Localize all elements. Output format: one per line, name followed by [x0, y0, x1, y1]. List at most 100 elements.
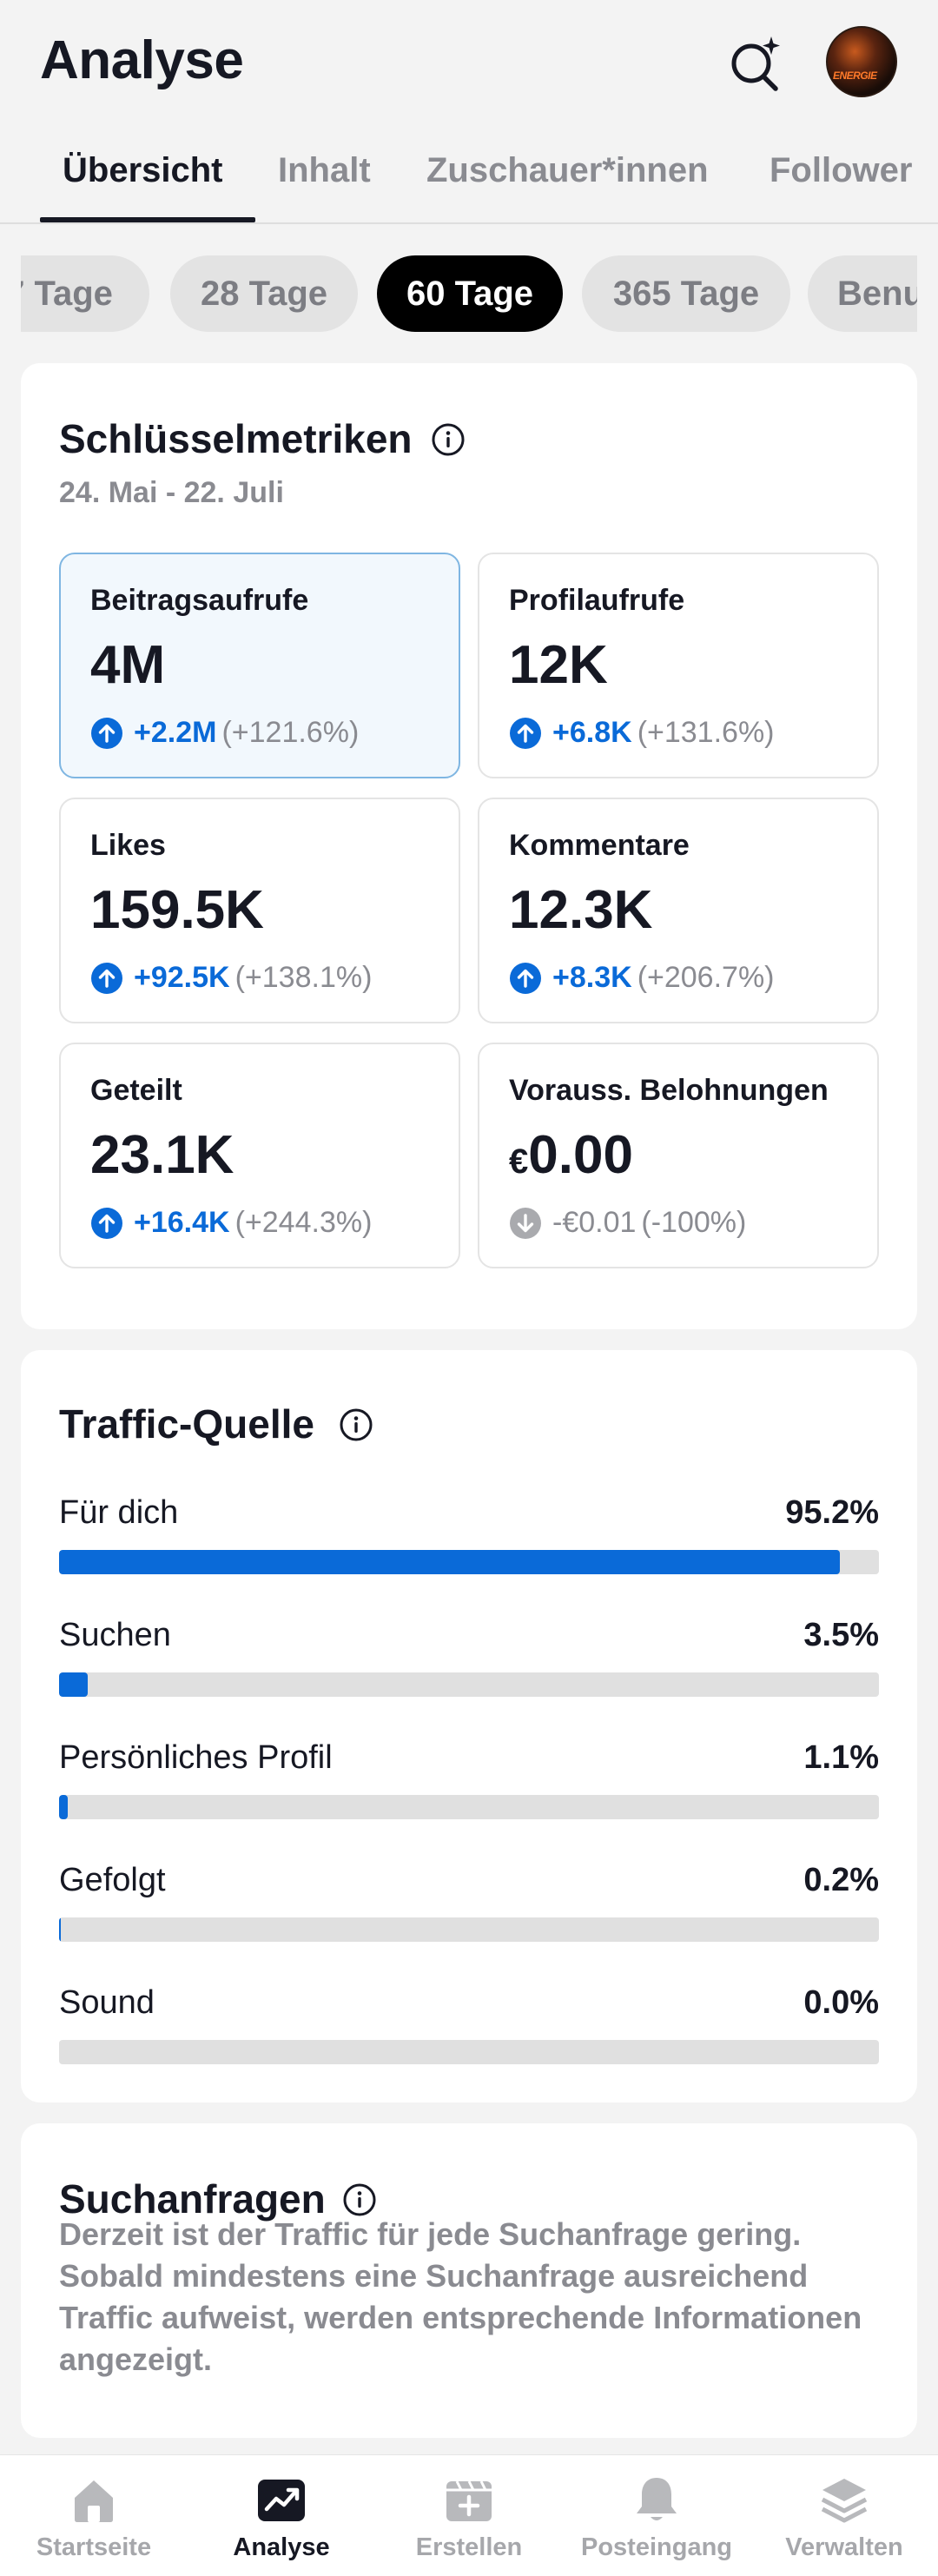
nav-item-manage[interactable]: Verwalten: [750, 2455, 938, 2576]
traffic-percent: 1.1%: [803, 1739, 879, 1776]
nav-item-create[interactable]: Erstellen: [375, 2455, 563, 2576]
traffic-percent: 0.2%: [803, 1862, 879, 1898]
arrow-up-icon: [510, 962, 541, 994]
metric-percent: (+244.3%): [234, 1206, 373, 1239]
search-queries-title: Suchanfragen: [59, 2176, 326, 2222]
nav-label: Posteingang: [580, 2533, 732, 2561]
traffic-label: Für dich: [59, 1494, 179, 1531]
info-icon[interactable]: [339, 1407, 373, 1442]
home-icon: [75, 2480, 113, 2522]
search-queries-message: Derzeit ist der Traffic für jede Suchanf…: [59, 2216, 862, 2377]
metric-tile[interactable]: Beitragsaufrufe 4M +2.2M (+121.6%): [59, 553, 460, 778]
metric-value: €0.00: [509, 1124, 633, 1186]
metric-change: +16.4K (+244.3%): [90, 1206, 372, 1240]
nav-label: Erstellen: [415, 2533, 523, 2561]
nav-item-home[interactable]: Startseite: [0, 2455, 188, 2576]
period-chip-custom[interactable]: Benu: [808, 255, 917, 332]
avatar-logo-text: ENERGIE: [833, 70, 877, 82]
bottom-navigation: Startseite Analyse Erstellen Posteingang: [0, 2454, 938, 2576]
metric-label: Kommentare: [509, 829, 690, 862]
header: Analyse ENERGIE Übersicht Inhalt Zuschau…: [0, 0, 938, 224]
metric-change: +2.2M (+121.6%): [90, 716, 359, 750]
metric-label: Geteilt: [90, 1074, 182, 1107]
traffic-title: Traffic-Quelle: [59, 1401, 314, 1447]
page-title: Analyse: [40, 30, 244, 90]
arrow-up-icon: [91, 962, 122, 994]
period-chip-60[interactable]: 60 Tage: [377, 255, 563, 332]
metric-delta: +2.2M: [134, 716, 217, 749]
traffic-bar-track: [59, 2040, 879, 2064]
metric-delta: +8.3K: [552, 961, 632, 994]
metric-delta: +6.8K: [552, 716, 632, 749]
metric-delta: +16.4K: [134, 1206, 230, 1239]
layers-icon: [821, 2479, 868, 2523]
tab-overview[interactable]: Übersicht: [63, 151, 223, 189]
create-icon: [446, 2480, 492, 2521]
traffic-bar-fill: [59, 1917, 61, 1942]
metric-change: +6.8K (+131.6%): [509, 716, 775, 750]
metric-label: Likes: [90, 829, 166, 862]
metric-amount: 0.00: [528, 1125, 633, 1185]
date-range: 24. Mai - 22. Juli: [59, 476, 284, 509]
search-queries-card: Suchanfragen Derzeit ist der Traffic für…: [21, 2123, 917, 2438]
metric-percent: (+206.7%): [637, 961, 775, 994]
metric-tile[interactable]: Likes 159.5K +92.5K (+138.1%): [59, 798, 460, 1023]
nav-item-inbox[interactable]: Posteingang: [563, 2455, 750, 2576]
traffic-label: Persönliches Profil: [59, 1739, 333, 1776]
avatar[interactable]: ENERGIE: [826, 26, 897, 97]
analytics-icon: [258, 2480, 305, 2521]
metric-change: -€0.01 (-100%): [509, 1206, 746, 1240]
arrow-up-icon: [91, 1207, 122, 1239]
metric-tile[interactable]: Kommentare 12.3K +8.3K (+206.7%): [478, 798, 879, 1023]
metric-label: Vorauss. Belohnungen: [509, 1074, 829, 1107]
metric-percent: (+121.6%): [221, 716, 360, 749]
metric-tile[interactable]: Geteilt 23.1K +16.4K (+244.3%): [59, 1043, 460, 1268]
metric-label: Profilaufrufe: [509, 584, 685, 617]
traffic-label: Suchen: [59, 1617, 171, 1653]
traffic-row: Persönliches Profil 1.1%: [59, 1739, 879, 1835]
traffic-row: Gefolgt 0.2%: [59, 1862, 879, 1957]
metric-label: Beitragsaufrufe: [90, 584, 309, 617]
key-metrics-card: Schlüsselmetriken 24. Mai - 22. Juli Bei…: [21, 363, 917, 1329]
traffic-percent: 95.2%: [785, 1494, 879, 1531]
period-chip-365[interactable]: 365 Tage: [582, 255, 790, 332]
tab-viewers[interactable]: Zuschauer*innen: [426, 151, 709, 189]
traffic-percent: 0.0%: [803, 1984, 879, 2021]
metric-delta: -€0.01: [552, 1206, 637, 1239]
metric-value: 12K: [509, 635, 608, 695]
traffic-row: Für dich 95.2%: [59, 1494, 879, 1590]
nav-label: Startseite: [36, 2533, 152, 2561]
tab-content[interactable]: Inhalt: [278, 151, 371, 189]
traffic-bar-track: [59, 1672, 879, 1697]
arrow-up-icon: [91, 717, 122, 749]
traffic-label: Gefolgt: [59, 1862, 166, 1898]
info-icon[interactable]: [342, 2182, 377, 2217]
metric-value: 23.1K: [90, 1125, 234, 1185]
metric-value: 159.5K: [90, 880, 264, 940]
key-metrics-title: Schlüsselmetriken: [59, 416, 413, 461]
tab-followers[interactable]: Follower: [770, 151, 913, 189]
period-chip-28[interactable]: 28 Tage: [170, 255, 358, 332]
metric-tile[interactable]: Profilaufrufe 12K +6.8K (+131.6%): [478, 553, 879, 778]
metric-value: 12.3K: [509, 880, 653, 940]
traffic-row: Sound 0.0%: [59, 1984, 879, 2080]
traffic-percent: 3.5%: [803, 1617, 879, 1653]
period-chip-7[interactable]: 7 Tage: [21, 255, 149, 332]
traffic-label: Sound: [59, 1984, 155, 2021]
nav-item-analytics[interactable]: Analyse: [188, 2455, 375, 2576]
traffic-bar-track: [59, 1550, 879, 1574]
traffic-bar-fill: [59, 1550, 840, 1574]
metric-change: +92.5K (+138.1%): [90, 961, 372, 995]
metric-tile[interactable]: Vorauss. Belohnungen €0.00 -€0.01 (-100%…: [478, 1043, 879, 1268]
search-sparkle-icon[interactable]: [726, 33, 787, 94]
arrow-up-icon: [510, 717, 541, 749]
metric-percent: (-100%): [641, 1206, 747, 1239]
info-icon[interactable]: [431, 422, 466, 457]
metric-value: 4M: [90, 635, 166, 695]
traffic-bar-track: [59, 1917, 879, 1942]
nav-label: Analyse: [233, 2533, 330, 2561]
metric-delta: +92.5K: [134, 961, 230, 994]
tab-bar: Übersicht Inhalt Zuschauer*innen Followe…: [0, 146, 938, 224]
period-selector: 7 Tage 28 Tage 60 Tage 365 Tage Benu: [21, 252, 917, 335]
traffic-bar-fill: [59, 1672, 89, 1697]
